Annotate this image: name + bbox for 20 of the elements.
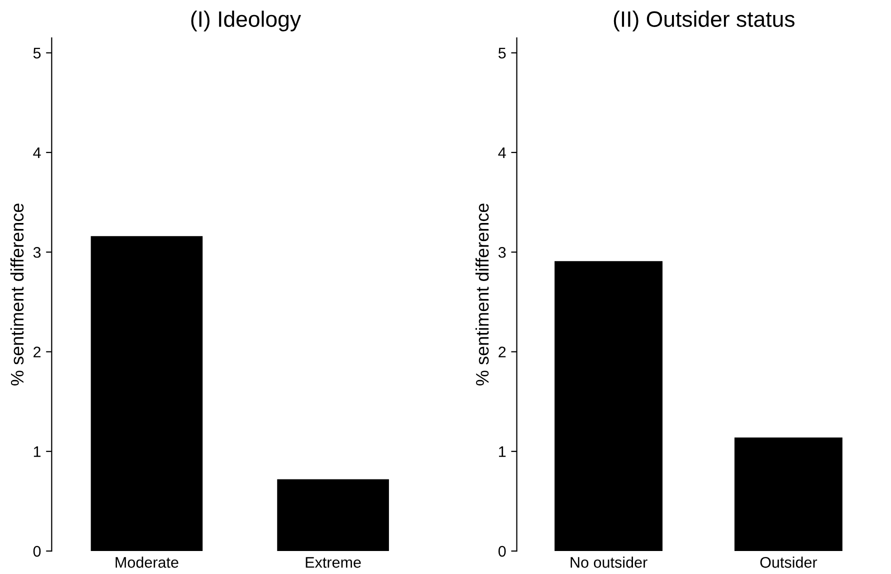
y-tick-label: 4 [498, 147, 506, 158]
y-tick-label: 4 [33, 147, 41, 158]
chart-title: (I) Ideology [191, 10, 302, 32]
y-axis-title: % sentiment difference [475, 204, 489, 386]
x-tick-label: Moderate [116, 556, 178, 568]
y-tick-label: 3 [33, 246, 41, 258]
y-tick-label: 2 [498, 346, 506, 358]
y-tick-label: 1 [34, 446, 41, 457]
chart-title: (II) Outsider status [614, 10, 794, 32]
y-tick-label: 5 [33, 48, 41, 59]
y-tick-label: 0 [498, 546, 506, 557]
y-tick-label: 1 [499, 446, 506, 457]
y-tick-label: 5 [498, 48, 506, 59]
y-tick-label: 0 [33, 546, 41, 557]
x-tick-label: Extreme [306, 557, 361, 568]
x-tick-label: No outsider [570, 556, 648, 568]
y-tick-label: 3 [498, 246, 506, 258]
x-tick-label: Outsider [760, 556, 818, 568]
y-tick-label: 2 [34, 346, 40, 358]
y-axis-title: % sentiment difference [10, 204, 24, 386]
